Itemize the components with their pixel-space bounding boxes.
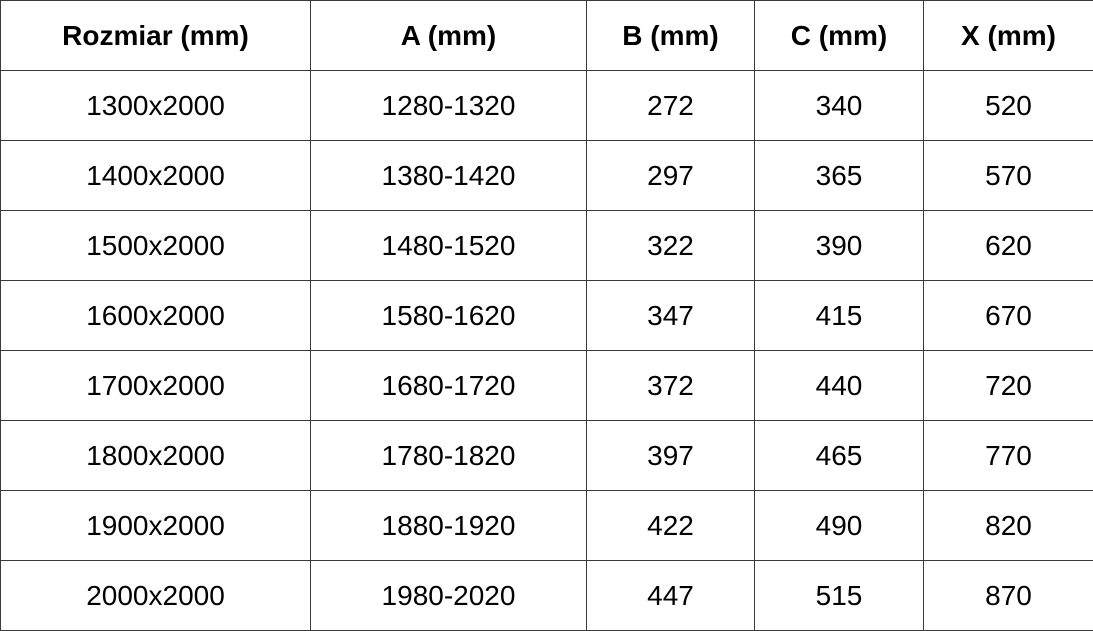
- table-cell: 1680-1720: [310, 350, 587, 421]
- table-row: 1700x2000 1680-1720 372 440 720: [0, 350, 1093, 421]
- table-cell: 1600x2000: [0, 280, 311, 351]
- table-cell: 272: [586, 70, 755, 141]
- header-cell: A (mm): [310, 0, 587, 71]
- table-cell: 1380-1420: [310, 140, 587, 211]
- table-cell: 490: [754, 490, 924, 561]
- table-row: 1800x2000 1780-1820 397 465 770: [0, 420, 1093, 491]
- header-row: Rozmiar (mm) A (mm) B (mm) C (mm) X (mm): [0, 0, 1093, 71]
- table-cell: 870: [923, 560, 1093, 631]
- table-row: 2000x2000 1980-2020 447 515 870: [0, 560, 1093, 631]
- table-cell: 447: [586, 560, 755, 631]
- table-cell: 1780-1820: [310, 420, 587, 491]
- table-cell: 415: [754, 280, 924, 351]
- header-cell: B (mm): [586, 0, 755, 71]
- table-row: 1900x2000 1880-1920 422 490 820: [0, 490, 1093, 561]
- header-cell: Rozmiar (mm): [0, 0, 311, 71]
- table-cell: 520: [923, 70, 1093, 141]
- table-cell: 820: [923, 490, 1093, 561]
- table-cell: 1900x2000: [0, 490, 311, 561]
- table-cell: 390: [754, 210, 924, 281]
- table-cell: 2000x2000: [0, 560, 311, 631]
- table-cell: 670: [923, 280, 1093, 351]
- table-cell: 347: [586, 280, 755, 351]
- table-row: 1600x2000 1580-1620 347 415 670: [0, 280, 1093, 351]
- header-cell: X (mm): [923, 0, 1093, 71]
- table-cell: 372: [586, 350, 755, 421]
- table-cell: 365: [754, 140, 924, 211]
- table-cell: 1800x2000: [0, 420, 311, 491]
- table-row: 1400x2000 1380-1420 297 365 570: [0, 140, 1093, 211]
- table-cell: 1300x2000: [0, 70, 311, 141]
- table-cell: 1980-2020: [310, 560, 587, 631]
- table-cell: 340: [754, 70, 924, 141]
- table-cell: 570: [923, 140, 1093, 211]
- table-cell: 515: [754, 560, 924, 631]
- table-cell: 770: [923, 420, 1093, 491]
- table-cell: 1400x2000: [0, 140, 311, 211]
- table-row: 1300x2000 1280-1320 272 340 520: [0, 70, 1093, 141]
- table-cell: 397: [586, 420, 755, 491]
- table-cell: 322: [586, 210, 755, 281]
- table-cell: 297: [586, 140, 755, 211]
- table-cell: 1500x2000: [0, 210, 311, 281]
- table-cell: 1700x2000: [0, 350, 311, 421]
- table-row: 1500x2000 1480-1520 322 390 620: [0, 210, 1093, 281]
- table-cell: 1480-1520: [310, 210, 587, 281]
- table-cell: 1880-1920: [310, 490, 587, 561]
- table-cell: 620: [923, 210, 1093, 281]
- header-cell: C (mm): [754, 0, 924, 71]
- table-cell: 720: [923, 350, 1093, 421]
- table-cell: 440: [754, 350, 924, 421]
- table-cell: 465: [754, 420, 924, 491]
- table-cell: 1280-1320: [310, 70, 587, 141]
- table-cell: 1580-1620: [310, 280, 587, 351]
- table-cell: 422: [586, 490, 755, 561]
